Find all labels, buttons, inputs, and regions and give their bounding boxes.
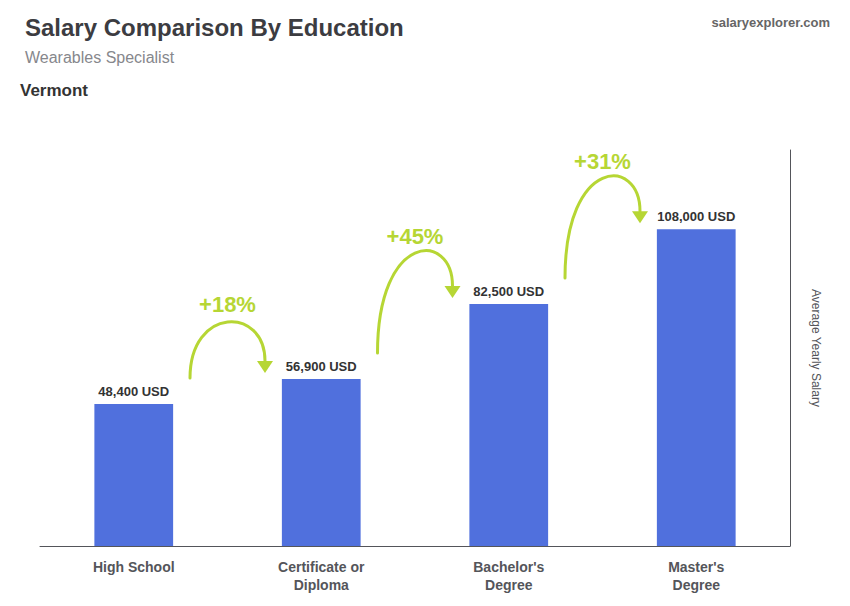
svg-text:Diploma: Diploma bbox=[294, 577, 349, 593]
svg-text:Degree: Degree bbox=[485, 577, 533, 593]
svg-text:Average Yearly Salary: Average Yearly Salary bbox=[809, 289, 823, 407]
svg-text:82,500 USD: 82,500 USD bbox=[473, 284, 544, 299]
svg-text:Degree: Degree bbox=[673, 577, 721, 593]
svg-text:+31%: +31% bbox=[574, 149, 631, 174]
svg-text:108,000 USD: 108,000 USD bbox=[657, 209, 735, 224]
svg-text:salaryexplorer.com: salaryexplorer.com bbox=[711, 15, 830, 30]
svg-text:Master's: Master's bbox=[668, 559, 724, 575]
svg-text:+45%: +45% bbox=[387, 224, 444, 249]
svg-text:Bachelor's: Bachelor's bbox=[473, 559, 544, 575]
svg-text:Vermont: Vermont bbox=[20, 81, 88, 100]
svg-text:Salary Comparison By Education: Salary Comparison By Education bbox=[25, 14, 404, 41]
svg-text:+18%: +18% bbox=[199, 292, 256, 317]
svg-text:48,400 USD: 48,400 USD bbox=[98, 384, 169, 399]
svg-text:Wearables Specialist: Wearables Specialist bbox=[25, 49, 175, 66]
svg-text:56,900 USD: 56,900 USD bbox=[286, 359, 357, 374]
svg-text:Certificate or: Certificate or bbox=[278, 559, 365, 575]
svg-text:High School: High School bbox=[93, 559, 175, 575]
